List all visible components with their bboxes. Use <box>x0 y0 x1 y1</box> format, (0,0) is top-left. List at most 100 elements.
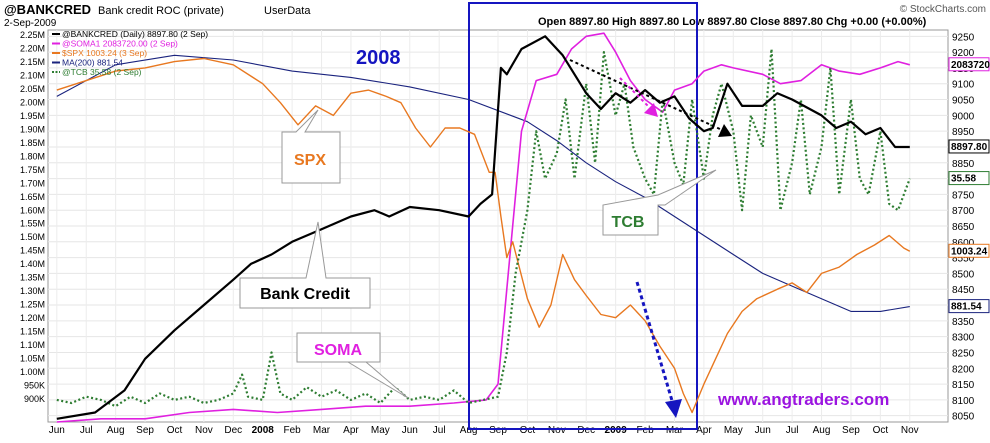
x-tick-label: Aug <box>107 425 125 436</box>
left-tick-label: 1.85M <box>20 138 45 148</box>
copyright: © StockCharts.com <box>900 4 986 15</box>
x-tick-label: Jul <box>786 425 799 436</box>
series-line-bankcred <box>56 35 910 420</box>
right-tick-label: 8350 <box>952 317 975 328</box>
x-tick-label: Sep <box>842 425 860 436</box>
left-tick-label: 1.80M <box>20 151 45 161</box>
header-source: UserData <box>264 5 311 17</box>
left-tick-label: 1.50M <box>20 232 45 242</box>
right-tick-label: 8950 <box>952 127 975 138</box>
legend-entry: $SPX 1003.24 (3 Sep) <box>62 48 147 58</box>
x-axis: Jun Jul Aug Sep Oct Nov Dec 2008 Feb Mar Apr May Jun… <box>49 425 919 436</box>
right-value-label-ma: 881.54 <box>951 302 982 313</box>
soma-label: SOMA <box>314 342 362 359</box>
x-tick-label: Nov <box>195 425 213 436</box>
x-tick-label: May <box>724 425 743 436</box>
x-tick-label: Apr <box>343 425 359 436</box>
x-tick-label: Dec <box>577 425 595 436</box>
right-tick-label: 8550 <box>952 254 975 265</box>
x-tick-label: Feb <box>636 425 654 436</box>
right-tick-label: 8150 <box>952 380 975 391</box>
left-tick-label: 2.05M <box>20 84 45 94</box>
right-tick-label: 8700 <box>952 206 975 217</box>
x-tick-label: Jun <box>402 425 418 436</box>
x-tick-label: Aug <box>813 425 831 436</box>
x-tick-label: Jul <box>80 425 93 436</box>
right-value-box-tcb <box>948 171 990 186</box>
right-value-label-spx: 1003.24 <box>951 246 988 257</box>
left-tick-label: 1.90M <box>20 124 45 134</box>
bank-credit-callout: Bank Credit <box>239 221 371 309</box>
left-tick-label: 900K <box>24 394 45 404</box>
spx-callout: SPX <box>281 109 341 184</box>
left-tick-label: 1.70M <box>20 178 45 188</box>
year-2008-annotation: 2008 <box>356 47 401 69</box>
x-tick-label: 2008 <box>252 425 275 436</box>
right-tick-label: 9250 <box>952 32 975 43</box>
right-value-label-bankcred: 8897.80 <box>951 142 988 153</box>
x-tick-label: Sep <box>136 425 154 436</box>
right-tick-label: 8650 <box>952 222 975 233</box>
tcb-label: TCB <box>612 214 645 231</box>
left-tick-label: 1.95M <box>20 111 45 121</box>
left-tick-label: 1.40M <box>20 259 45 269</box>
left-tick-label: 1.25M <box>20 300 45 310</box>
right-value-label-tcb: 35.58 <box>951 174 976 185</box>
x-tick-label: Nov <box>901 425 919 436</box>
left-tick-label: 1.15M <box>20 327 45 337</box>
header-name: Bank credit ROC (private) <box>98 5 224 17</box>
left-tick-label: 1.55M <box>20 219 45 229</box>
header-ohlc: Open 8897.80 High 8897.80 Low 8897.80 Cl… <box>538 16 927 28</box>
bank-credit-label: Bank Credit <box>260 286 350 303</box>
left-tick-label: 1.00M <box>20 367 45 377</box>
x-tick-label: Oct <box>873 425 889 436</box>
right-tick-label: 9200 <box>952 48 975 59</box>
left-tick-label: 1.35M <box>20 273 45 283</box>
series-line-soma <box>56 32 911 423</box>
series-line-spx <box>56 57 911 414</box>
right-value-box-bankcred <box>948 139 990 154</box>
x-tick-label: Jun <box>755 425 771 436</box>
x-tick-label: Jul <box>433 425 446 436</box>
left-tick-label: 1.30M <box>20 286 45 296</box>
series-line-tcb <box>56 47 911 408</box>
left-tick-label: 1.10M <box>20 340 45 350</box>
spx-label: SPX <box>294 152 326 169</box>
left-tick-label: 1.60M <box>20 205 45 215</box>
left-tick-label: 950K <box>24 381 45 391</box>
series-layer <box>56 32 911 423</box>
x-tick-label: Nov <box>548 425 566 436</box>
x-tick-label: Oct <box>167 425 183 436</box>
right-value-box-soma <box>948 57 990 72</box>
legend-entry: MA(200) 881.54 <box>62 58 123 68</box>
right-tick-label: 8200 <box>952 364 975 375</box>
left-tick-label: 2.25M <box>20 30 45 40</box>
left-tick-label: 2.10M <box>20 70 45 80</box>
left-axis: 2.25M 2.20M 2.15M 2.10M 2.05M 2.00M 1.95M 1.90M… <box>20 30 45 404</box>
legend: @BANKCRED (Daily) 8897.80 (2 Sep)@SOMA1 … <box>52 29 208 77</box>
x-tick-label: Apr <box>696 425 712 436</box>
x-tick-label: Aug <box>460 425 478 436</box>
x-tick-label: Mar <box>666 425 684 436</box>
left-tick-label: 2.00M <box>20 97 45 107</box>
left-tick-label: 1.45M <box>20 246 45 256</box>
soma-callout: SOMA <box>296 332 409 399</box>
right-value-labels: 2083720 8897.80 35.58 1003.24 881.54 <box>948 57 990 314</box>
right-tick-label: 8300 <box>952 333 975 344</box>
right-value-label-soma: 2083720 <box>951 60 990 71</box>
tcb-callout: TCB <box>602 169 717 236</box>
right-tick-label: 8500 <box>952 269 975 280</box>
x-tick-label: Feb <box>284 425 302 436</box>
right-tick-label: 9050 <box>952 96 975 107</box>
right-tick-label: 8600 <box>952 238 975 249</box>
right-tick-label: 9000 <box>952 111 975 122</box>
header-date: 2-Sep-2009 <box>4 18 57 29</box>
right-tick-label: 8750 <box>952 190 975 201</box>
x-tick-label: Mar <box>313 425 331 436</box>
left-tick-label: 2.15M <box>20 57 45 67</box>
left-tick-label: 1.05M <box>20 354 45 364</box>
left-tick-label: 1.20M <box>20 313 45 323</box>
